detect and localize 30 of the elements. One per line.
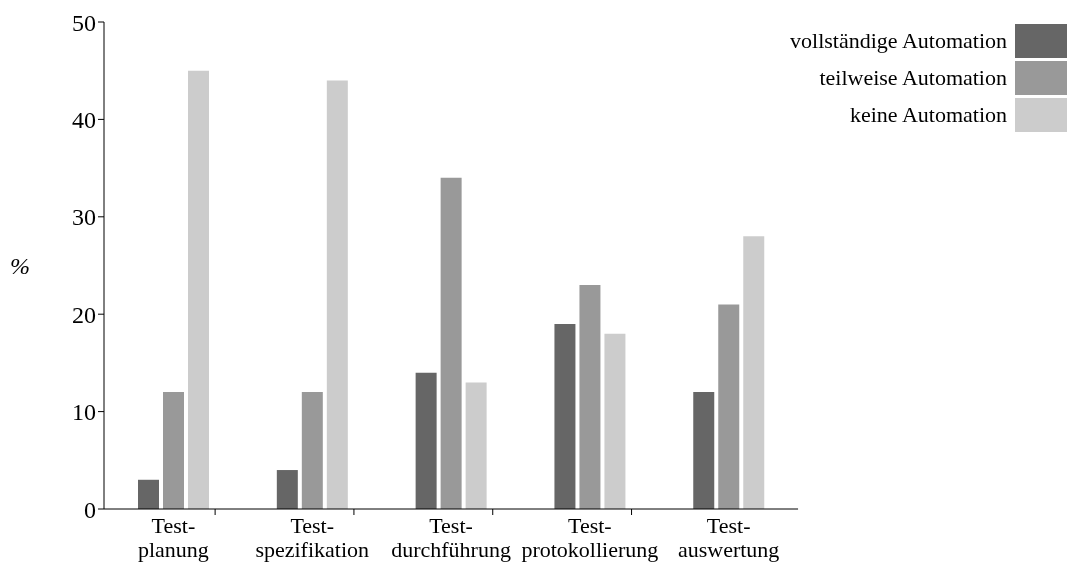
legend-label: teilweise Automation xyxy=(819,65,1007,91)
y-axis-title: % xyxy=(10,253,30,280)
y-tick-label: 40 xyxy=(72,106,96,133)
bar xyxy=(301,392,323,509)
x-tick-label: Test- planung xyxy=(137,513,209,562)
x-tick-label: Test- durchführung xyxy=(391,513,511,562)
legend-label: vollständige Automation xyxy=(790,28,1007,54)
bar xyxy=(465,382,487,509)
bar xyxy=(163,392,184,509)
bar xyxy=(415,372,437,509)
bar xyxy=(743,236,765,509)
bar xyxy=(276,470,298,509)
x-tick-label: Test- auswertung xyxy=(677,513,780,562)
bar xyxy=(326,80,348,509)
y-tick-label: 20 xyxy=(72,301,96,328)
x-tick-label: Test- protokollierung xyxy=(521,513,659,562)
bar xyxy=(693,392,715,509)
y-tick-label: 50 xyxy=(72,9,96,36)
legend-label: keine Automation xyxy=(849,102,1007,128)
y-tick-label: 0 xyxy=(84,496,96,523)
bar xyxy=(604,333,626,509)
y-tick-label: 30 xyxy=(72,204,96,231)
x-tick-label: Test- spezifikation xyxy=(255,513,370,562)
bar xyxy=(188,70,209,509)
bar xyxy=(718,304,740,509)
bar xyxy=(138,479,159,509)
bar xyxy=(440,177,462,509)
bar xyxy=(554,323,576,509)
y-tick-label: 10 xyxy=(72,399,96,426)
bar xyxy=(579,284,601,509)
